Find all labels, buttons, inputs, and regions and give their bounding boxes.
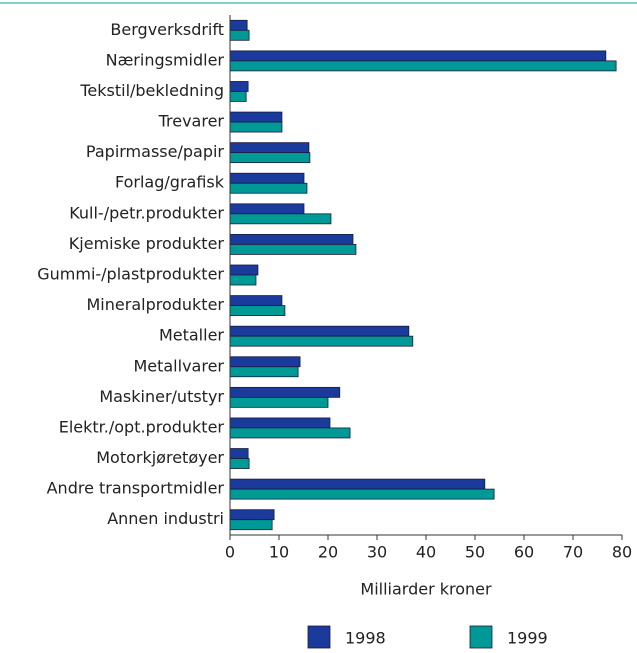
legend-swatch [469, 625, 493, 649]
bar [229, 81, 249, 92]
y-tick-label: Andre transportmidler [47, 479, 225, 498]
bar [229, 152, 311, 164]
legend-swatch [307, 625, 331, 649]
bar [229, 274, 257, 286]
x-tick-label: 80 [612, 543, 632, 562]
bar [229, 478, 486, 490]
bar [229, 448, 249, 459]
x-axis-label: Milliarder kroner [360, 580, 492, 599]
bar [229, 203, 305, 215]
x-tick-label: 60 [514, 543, 534, 562]
bar [229, 172, 305, 184]
bar [229, 121, 283, 133]
y-tick-label: Papirmasse/papir [86, 142, 224, 161]
y-tick-label: Kjemiske produkter [69, 234, 225, 253]
y-tick-label: Bergverksdrift [110, 20, 224, 39]
bar [229, 519, 273, 531]
bar [229, 234, 354, 245]
y-tick-label: Annen industri [107, 509, 224, 528]
bar [229, 91, 247, 102]
bar [229, 509, 275, 521]
bar [229, 29, 250, 41]
bar [229, 488, 495, 500]
bar [229, 111, 283, 123]
y-tick-label: Maskiner/utstyr [99, 387, 224, 406]
bar [229, 386, 341, 398]
x-tick-label: 70 [563, 543, 583, 562]
bar [229, 264, 259, 276]
y-tick-label: Kull-/petr.produkter [69, 203, 224, 222]
y-tick-label: Næringsmidler [106, 50, 225, 69]
x-tick-label: 20 [318, 543, 338, 562]
y-tick-label: Mineralprodukter [87, 295, 225, 314]
x-tick-label: 30 [367, 543, 387, 562]
x-tick-label: 10 [269, 543, 289, 562]
y-tick-label: Trevarer [158, 112, 225, 131]
y-tick-label: Tekstil/bekledning [79, 81, 224, 100]
legend-label: 1999 [507, 629, 548, 648]
y-tick-label: Motorkjøretøyer [96, 448, 224, 467]
legend-label: 1998 [345, 629, 386, 648]
y-tick-label: Gummi-/plastprodukter [37, 265, 224, 284]
bar [229, 244, 357, 255]
bar [229, 325, 410, 337]
bar [229, 60, 617, 72]
bar [229, 19, 248, 31]
y-tick-label: Metallvarer [133, 356, 224, 375]
x-tick-label: 50 [465, 543, 485, 562]
x-tick-label: 0 [225, 543, 235, 562]
y-tick-label: Metaller [159, 326, 224, 345]
bar [229, 142, 310, 154]
bar [229, 417, 331, 429]
bar [229, 396, 329, 408]
bar [229, 427, 351, 439]
bar [229, 305, 286, 316]
x-tick-label: 40 [416, 543, 436, 562]
y-tick-label: Elektr./opt.produkter [59, 417, 225, 436]
bar [229, 295, 283, 306]
bar [229, 356, 301, 368]
bar [229, 213, 332, 225]
y-tick-label: Forlag/grafisk [115, 173, 225, 192]
bar [229, 335, 414, 347]
bar [229, 366, 299, 378]
bar [229, 182, 308, 194]
bar [229, 458, 250, 469]
bar [229, 50, 607, 62]
